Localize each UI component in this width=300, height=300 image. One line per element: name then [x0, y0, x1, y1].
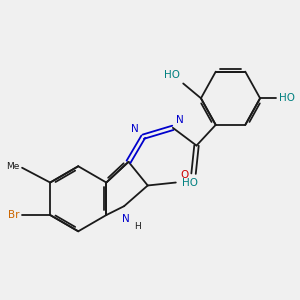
Text: HO: HO	[279, 93, 295, 103]
Text: N: N	[122, 214, 129, 224]
Text: HO: HO	[182, 178, 198, 188]
Text: N: N	[131, 124, 139, 134]
Text: N: N	[176, 115, 184, 125]
Text: HO: HO	[164, 70, 180, 80]
Text: O: O	[180, 170, 188, 180]
Text: H: H	[134, 221, 141, 230]
Text: Br: Br	[8, 210, 20, 220]
Text: Me: Me	[6, 162, 20, 171]
